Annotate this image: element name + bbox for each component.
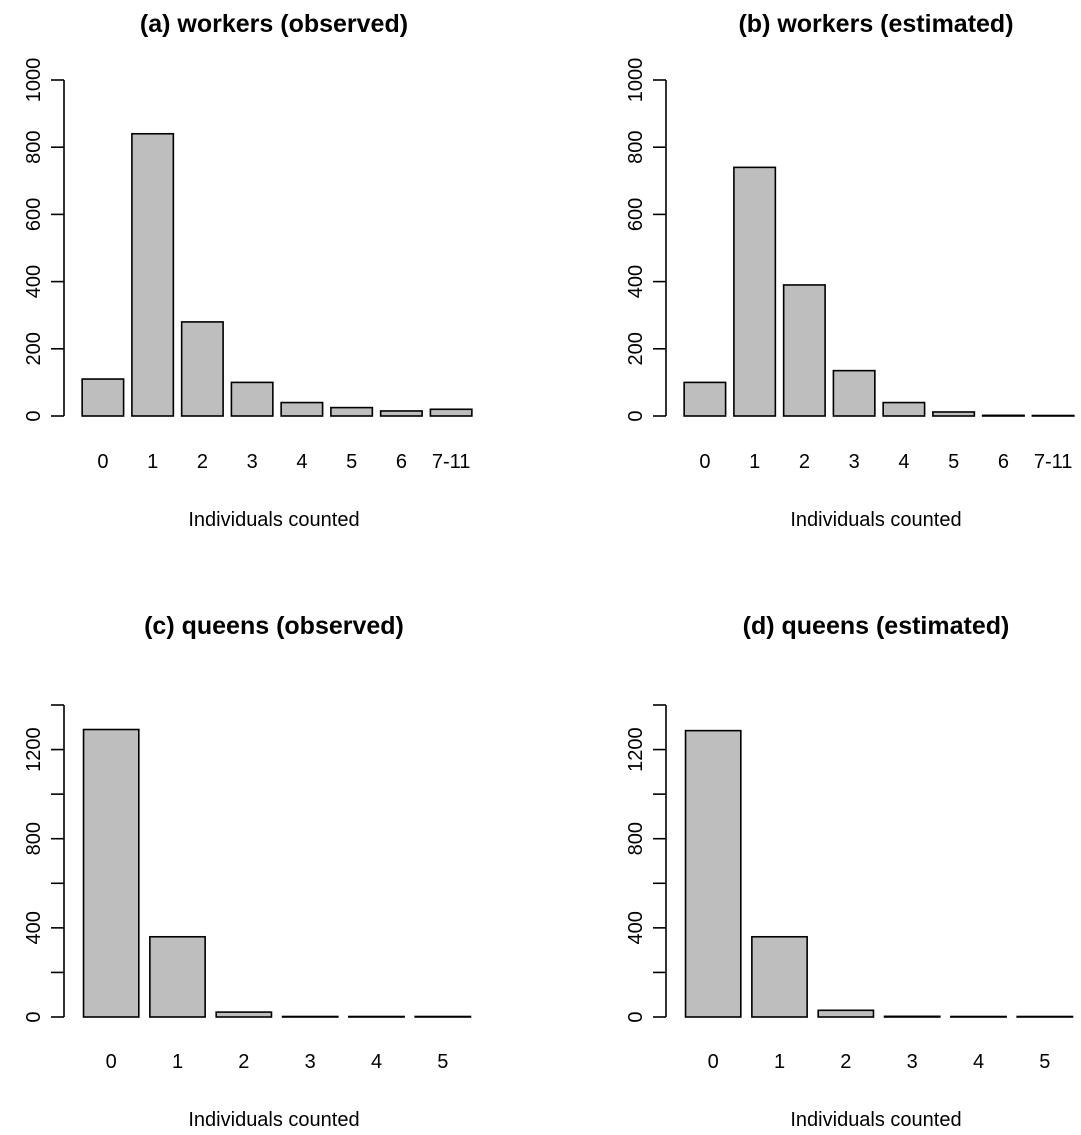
chart-title: (a) workers (observed) bbox=[140, 10, 408, 38]
x-axis-title: Individuals counted bbox=[790, 1109, 961, 1131]
x-tick-label: 5 bbox=[948, 451, 959, 473]
bar-3 bbox=[230, 381, 274, 417]
y-tick-label: 400 bbox=[625, 911, 647, 944]
x-axis-title: Individuals counted bbox=[188, 509, 359, 531]
bar-1 bbox=[149, 935, 206, 1018]
bar-7-11 bbox=[429, 408, 473, 417]
chart-panel-b: (b) workers (estimated) 0 200 400 600 800 1000… bbox=[625, 10, 1075, 531]
x-tick-label: 7-11 bbox=[1034, 451, 1073, 473]
bar-1 bbox=[733, 166, 777, 417]
x-tick-label: 4 bbox=[973, 1051, 984, 1073]
bar-4 bbox=[950, 1015, 1007, 1018]
x-tick-label: 4 bbox=[371, 1051, 382, 1073]
x-tick-label: 7-11 bbox=[432, 451, 471, 473]
x-tick-label: 2 bbox=[840, 1051, 851, 1073]
chart-title: (c) queens (observed) bbox=[144, 612, 404, 640]
x-tick-label: 5 bbox=[346, 451, 357, 473]
bar-5 bbox=[932, 411, 976, 417]
x-tick-label: 0 bbox=[708, 1051, 719, 1073]
y-tick-label: 0 bbox=[625, 1011, 647, 1022]
bar-0 bbox=[684, 729, 742, 1018]
bar-3 bbox=[281, 1015, 339, 1018]
bar-0 bbox=[81, 378, 125, 417]
y-tick-label: 800 bbox=[23, 822, 45, 855]
x-tick-label: 1 bbox=[774, 1051, 785, 1073]
bar-5 bbox=[330, 406, 374, 417]
chart-title: (b) workers (estimated) bbox=[738, 10, 1013, 38]
bar-4 bbox=[280, 401, 324, 417]
bar-6 bbox=[379, 410, 423, 417]
y-tick-label: 0 bbox=[23, 1011, 45, 1022]
y-tick-label: 0 bbox=[625, 410, 647, 421]
bar-2 bbox=[817, 1009, 875, 1018]
y-tick-label: 600 bbox=[625, 198, 647, 231]
chart-panel-c: (c) queens (observed) 0 400 800 1200 0 1 2 3 4 5 In… bbox=[23, 612, 472, 1131]
y-tick-label: 400 bbox=[625, 265, 647, 298]
x-tick-label: 5 bbox=[437, 1051, 448, 1073]
y-tick-label: 800 bbox=[625, 131, 647, 164]
x-tick-label: 0 bbox=[699, 451, 710, 473]
x-tick-label: 1 bbox=[749, 451, 760, 473]
bar-6 bbox=[981, 414, 1025, 417]
chart-panel-d: (d) queens (estimated) 0 400 800 1200 0 1 2 3 4 5 I… bbox=[625, 612, 1074, 1131]
x-tick-label: 2 bbox=[799, 451, 810, 473]
x-tick-label: 3 bbox=[305, 1051, 316, 1073]
x-tick-label: 6 bbox=[396, 451, 407, 473]
y-tick-label: 0 bbox=[23, 410, 45, 421]
bar-1 bbox=[131, 132, 175, 417]
x-tick-label: 3 bbox=[247, 451, 258, 473]
x-tick-label: 6 bbox=[998, 451, 1009, 473]
x-tick-label: 1 bbox=[147, 451, 158, 473]
chart-panel-a: (a) workers (observed) 0 200 400 600 800 1000 0… bbox=[23, 10, 473, 531]
y-tick-label: 1000 bbox=[23, 58, 45, 103]
x-tick-label: 1 bbox=[172, 1051, 183, 1073]
x-axis-title: Individuals counted bbox=[790, 509, 961, 531]
x-tick-label: 2 bbox=[197, 451, 208, 473]
y-tick-label: 200 bbox=[23, 332, 45, 365]
x-tick-label: 2 bbox=[238, 1051, 249, 1073]
bar-2 bbox=[215, 1011, 273, 1018]
x-tick-label: 4 bbox=[898, 451, 909, 473]
bar-7-11 bbox=[1031, 414, 1075, 417]
y-tick-label: 400 bbox=[23, 265, 45, 298]
x-tick-label: 0 bbox=[97, 451, 108, 473]
bar-5 bbox=[1016, 1015, 1074, 1018]
x-tick-label: 4 bbox=[296, 451, 307, 473]
y-tick-label: 400 bbox=[23, 911, 45, 944]
x-tick-label: 5 bbox=[1039, 1051, 1050, 1073]
bar-4 bbox=[348, 1015, 405, 1018]
bar-4 bbox=[882, 401, 926, 417]
bar-5 bbox=[414, 1015, 472, 1018]
bar-1 bbox=[751, 935, 808, 1018]
bar-3 bbox=[832, 369, 876, 417]
y-tick-label: 1000 bbox=[625, 58, 647, 103]
y-tick-label: 800 bbox=[23, 131, 45, 164]
y-tick-label: 1200 bbox=[625, 727, 647, 772]
y-tick-label: 800 bbox=[625, 822, 647, 855]
y-tick-label: 600 bbox=[23, 198, 45, 231]
bar-0 bbox=[683, 381, 727, 417]
x-tick-label: 3 bbox=[907, 1051, 918, 1073]
y-tick-label: 200 bbox=[625, 332, 647, 365]
y-tick-label: 1200 bbox=[23, 727, 45, 772]
x-tick-label: 0 bbox=[106, 1051, 117, 1073]
x-tick-label: 3 bbox=[849, 451, 860, 473]
x-axis-title: Individuals counted bbox=[188, 1109, 359, 1131]
bar-2 bbox=[180, 321, 224, 417]
bar-0 bbox=[82, 728, 140, 1018]
bar-2 bbox=[782, 284, 826, 417]
chart-title: (d) queens (estimated) bbox=[743, 612, 1010, 640]
bar-3 bbox=[883, 1015, 941, 1018]
